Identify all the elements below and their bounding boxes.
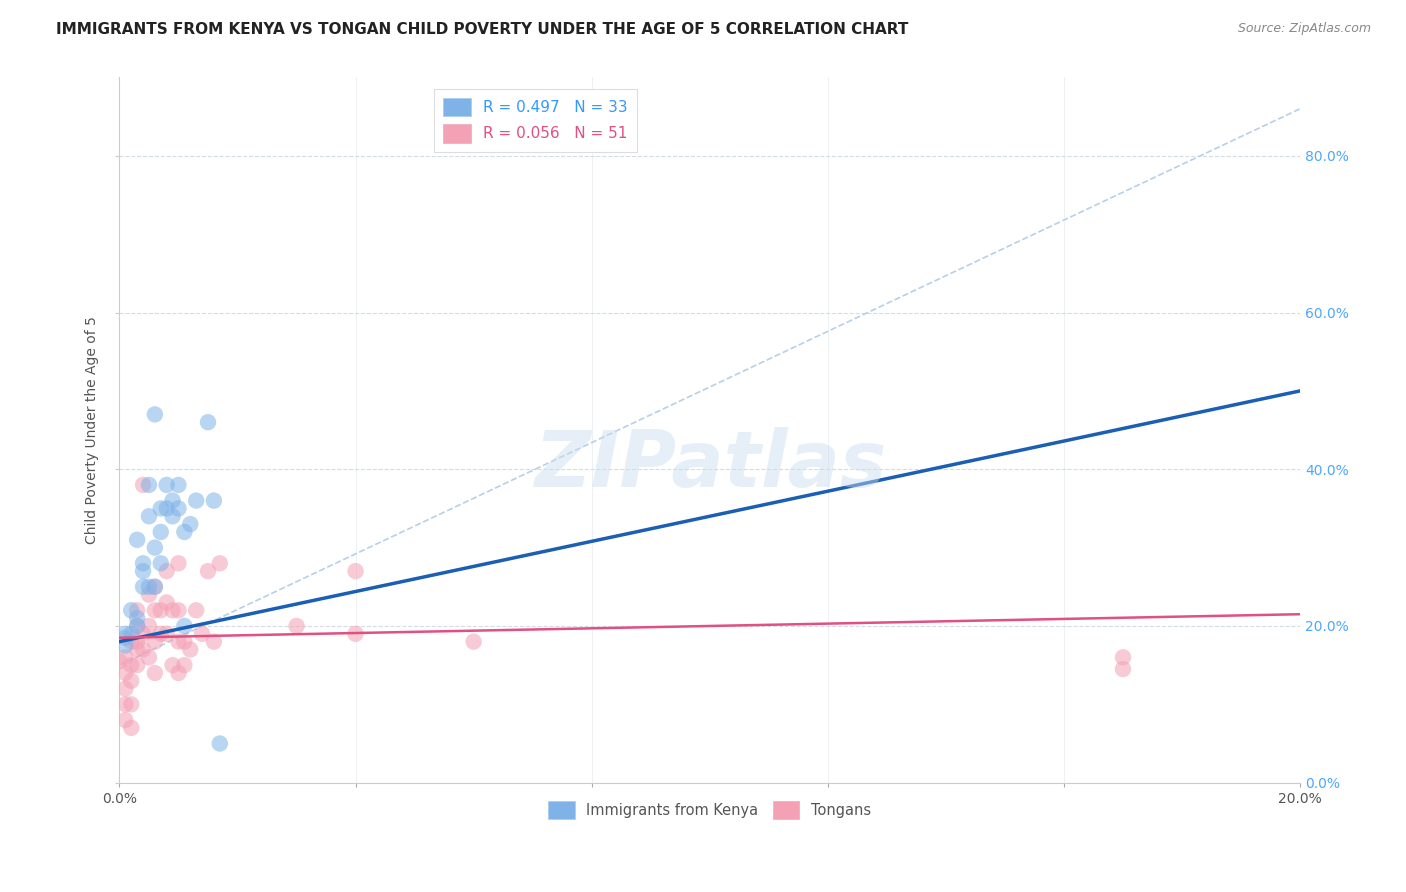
Point: [167, 478, 190, 492]
Point: [186, 493, 208, 508]
Point: [120, 658, 142, 673]
Point: [208, 737, 231, 751]
Point: [127, 619, 149, 633]
Point: [149, 501, 172, 516]
Point: [127, 533, 149, 547]
Point: [156, 627, 179, 641]
Point: [1112, 662, 1135, 676]
Point: [132, 627, 155, 641]
Point: [132, 564, 155, 578]
Point: [191, 627, 214, 641]
Point: [186, 603, 208, 617]
Point: [132, 642, 155, 657]
Point: [114, 698, 136, 712]
Point: [143, 541, 166, 555]
Point: [149, 603, 172, 617]
Point: [173, 619, 195, 633]
Point: [138, 509, 160, 524]
Point: [149, 556, 172, 570]
Point: [138, 650, 160, 665]
Text: Source: ZipAtlas.com: Source: ZipAtlas.com: [1237, 22, 1371, 36]
Text: IMMIGRANTS FROM KENYA VS TONGAN CHILD POVERTY UNDER THE AGE OF 5 CORRELATION CHA: IMMIGRANTS FROM KENYA VS TONGAN CHILD PO…: [56, 22, 908, 37]
Point: [208, 556, 231, 570]
Point: [127, 619, 149, 633]
Point: [138, 580, 160, 594]
Point: [344, 627, 367, 641]
Point: [167, 665, 190, 680]
Point: [120, 627, 142, 641]
Point: [120, 673, 142, 688]
Point: [108, 654, 131, 668]
Point: [173, 634, 195, 648]
Point: [127, 611, 149, 625]
Point: [114, 631, 136, 645]
Point: [344, 564, 367, 578]
Point: [114, 713, 136, 727]
Point: [202, 493, 225, 508]
Point: [167, 634, 190, 648]
Point: [143, 580, 166, 594]
Point: [114, 681, 136, 696]
Point: [162, 493, 184, 508]
Point: [132, 556, 155, 570]
Point: [156, 501, 179, 516]
Point: [167, 603, 190, 617]
Point: [179, 517, 201, 532]
Y-axis label: Child Poverty Under the Age of 5: Child Poverty Under the Age of 5: [86, 316, 100, 544]
Point: [156, 595, 179, 609]
Point: [173, 524, 195, 539]
Point: [114, 665, 136, 680]
Point: [120, 634, 142, 648]
Point: [285, 619, 308, 633]
Point: [114, 639, 136, 653]
Point: [138, 478, 160, 492]
Legend: Immigrants from Kenya, Tongans: Immigrants from Kenya, Tongans: [543, 796, 877, 825]
Point: [143, 634, 166, 648]
Text: ZIPatlas: ZIPatlas: [534, 427, 886, 503]
Point: [127, 634, 149, 648]
Point: [132, 478, 155, 492]
Point: [173, 658, 195, 673]
Point: [114, 650, 136, 665]
Point: [138, 588, 160, 602]
Point: [167, 501, 190, 516]
Point: [156, 564, 179, 578]
Point: [120, 603, 142, 617]
Point: [1112, 650, 1135, 665]
Point: [179, 642, 201, 657]
Point: [149, 524, 172, 539]
Point: [143, 603, 166, 617]
Point: [463, 634, 485, 648]
Point: [127, 642, 149, 657]
Point: [167, 556, 190, 570]
Point: [197, 415, 219, 429]
Point: [120, 698, 142, 712]
Point: [138, 619, 160, 633]
Point: [143, 665, 166, 680]
Point: [156, 478, 179, 492]
Point: [127, 658, 149, 673]
Point: [143, 408, 166, 422]
Point: [114, 627, 136, 641]
Point: [162, 658, 184, 673]
Point: [132, 580, 155, 594]
Point: [202, 634, 225, 648]
Point: [197, 564, 219, 578]
Point: [162, 603, 184, 617]
Point: [149, 627, 172, 641]
Point: [162, 509, 184, 524]
Point: [127, 603, 149, 617]
Point: [143, 580, 166, 594]
Point: [120, 721, 142, 735]
